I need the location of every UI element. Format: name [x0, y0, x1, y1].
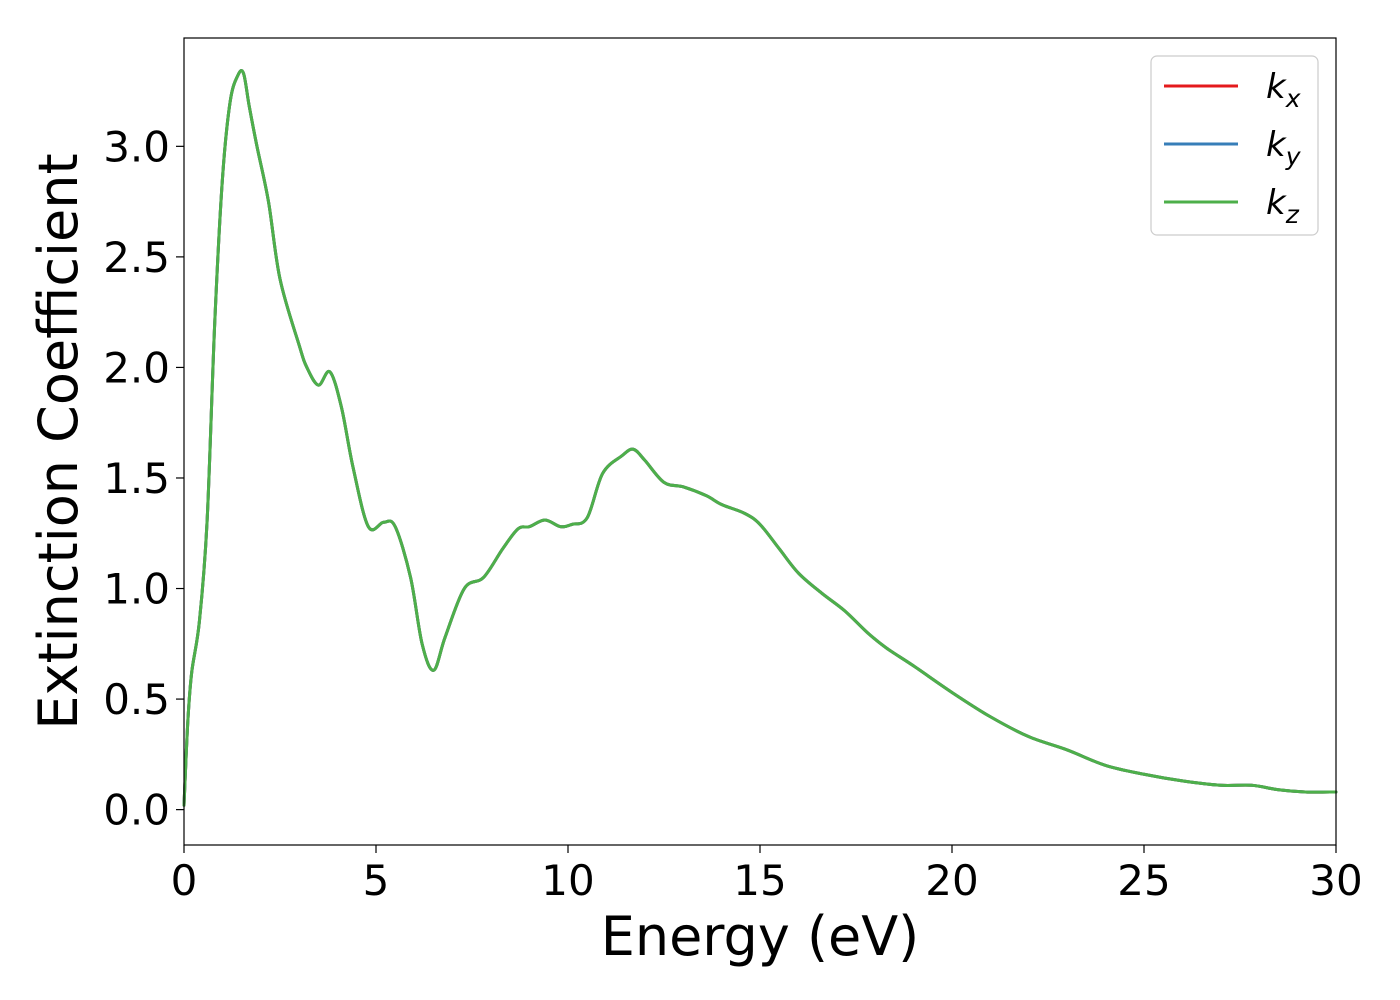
x-tick-label: 5: [363, 856, 390, 905]
plot-frame: [183, 37, 1337, 846]
x-tick-label: 20: [925, 856, 978, 905]
legend-label: kz: [1266, 183, 1300, 229]
legend-label: ky: [1266, 125, 1302, 171]
y-tick-label: 2.0: [103, 343, 170, 392]
x-axis-title: Energy (eV): [601, 905, 920, 968]
x-tick-label: 15: [733, 856, 786, 905]
x-tick-label: 25: [1117, 856, 1170, 905]
y-tick-label: 3.0: [103, 122, 170, 171]
x-tick-label: 0: [171, 856, 198, 905]
x-tick-label: 30: [1309, 856, 1362, 905]
x-tick-label: 10: [541, 856, 594, 905]
y-tick-label: 2.5: [103, 233, 170, 282]
series-line-2: [182, 69, 1338, 807]
legend: kx ky kz: [1150, 55, 1319, 236]
y-tick-label: 0.5: [103, 675, 170, 724]
y-tick-label: 1.5: [103, 454, 170, 503]
y-axis-title: Extinction Coefficient: [27, 153, 90, 729]
x-axis-ticks: 0 5 10 15 20 25 30: [171, 845, 1363, 905]
legend-label: kx: [1266, 67, 1301, 113]
series-lines: [182, 69, 1338, 807]
y-axis-ticks: 0.0 0.5 1.0 1.5 2.0 2.5 3.0: [103, 122, 184, 835]
y-tick-label: 1.0: [103, 565, 170, 614]
y-tick-label: 0.0: [103, 786, 170, 835]
